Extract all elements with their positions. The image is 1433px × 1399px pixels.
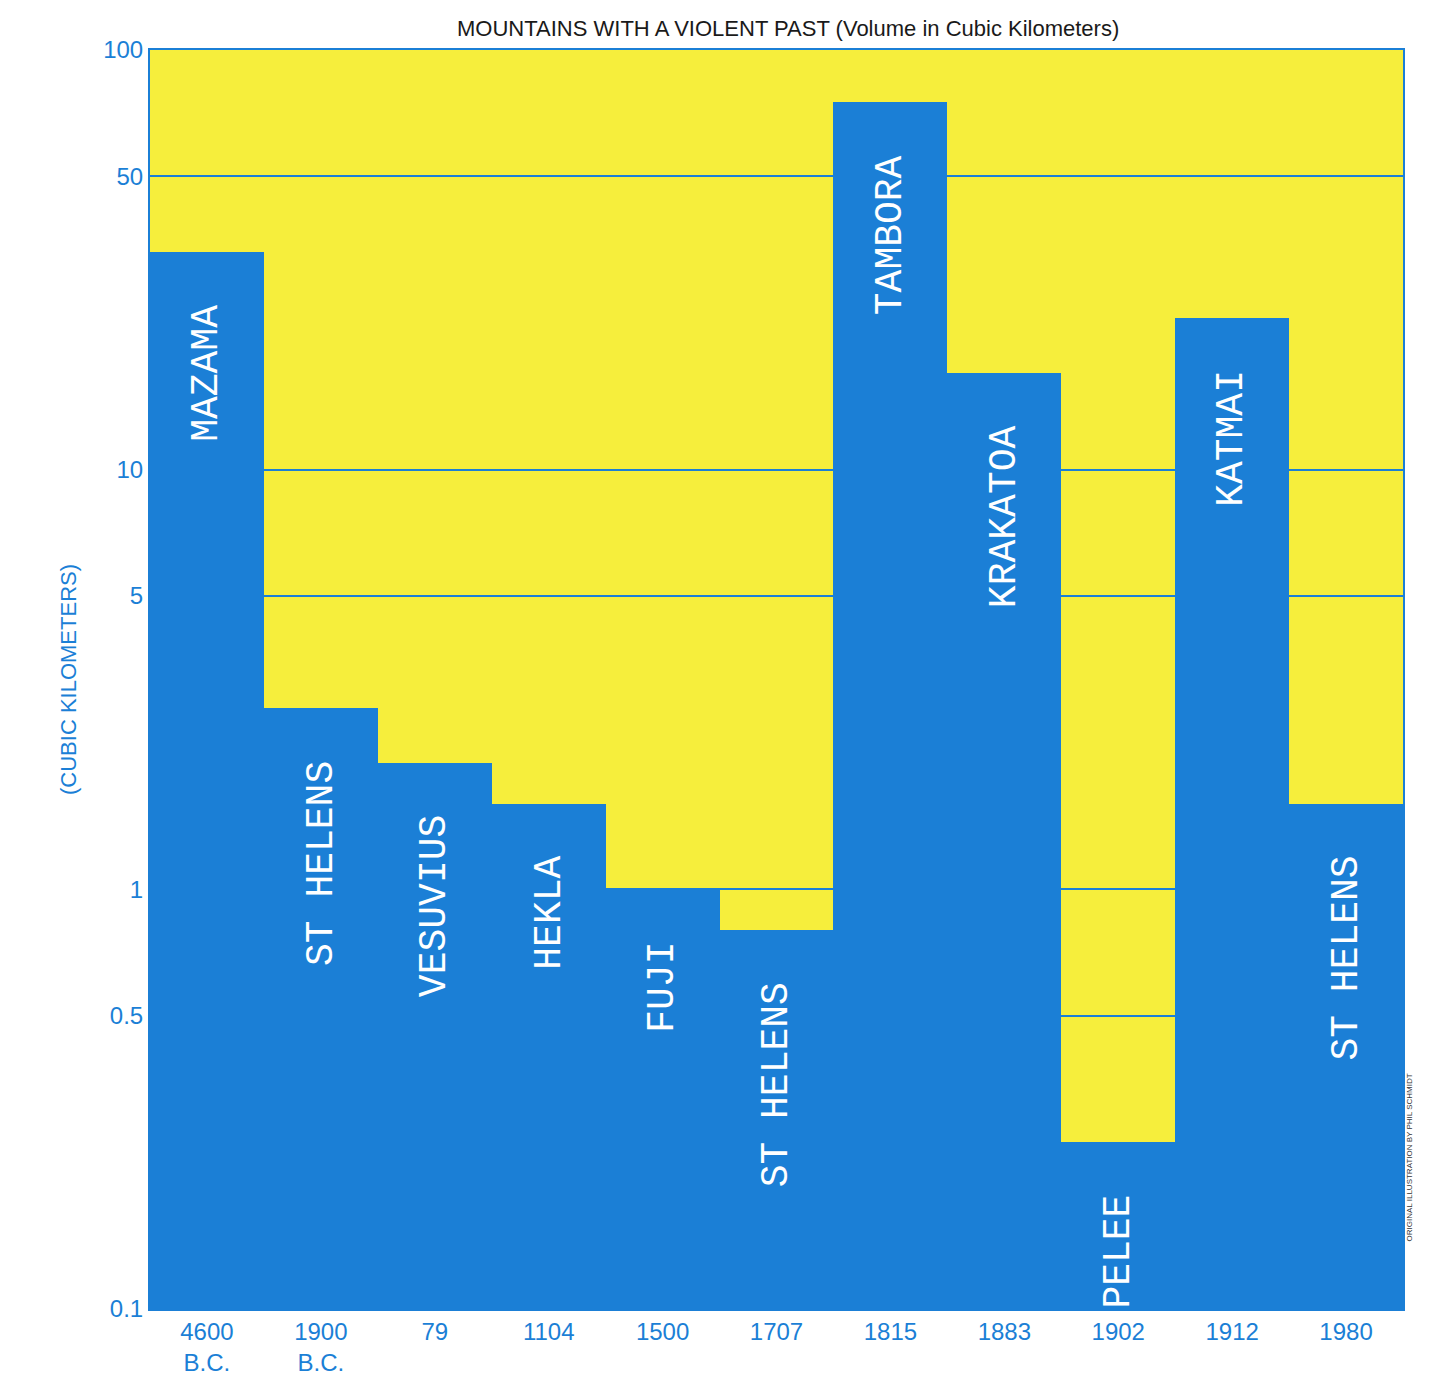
svg-text:100: 100	[103, 36, 143, 63]
svg-text:MAZAMA: MAZAMA	[185, 305, 228, 442]
svg-text:1815: 1815	[864, 1318, 917, 1345]
svg-text:KATMAI: KATMAI	[1210, 370, 1253, 507]
svg-text:0.1: 0.1	[110, 1295, 143, 1322]
svg-text:KRAKATOA: KRAKATOA	[983, 426, 1026, 609]
svg-text:1883: 1883	[978, 1318, 1031, 1345]
svg-text:1104: 1104	[523, 1318, 575, 1345]
svg-text:1707: 1707	[750, 1318, 803, 1345]
svg-text:1500: 1500	[636, 1318, 689, 1345]
svg-text:ST HELENS: ST HELENS	[300, 761, 343, 966]
svg-text:1902: 1902	[1092, 1318, 1145, 1345]
svg-text:1900B.C.: 1900B.C.	[294, 1318, 347, 1376]
svg-text:VESUVIUS: VESUVIUS	[413, 815, 456, 997]
svg-text:50: 50	[116, 163, 143, 190]
svg-text:(CUBIC KILOMETERS): (CUBIC KILOMETERS)	[56, 564, 81, 795]
svg-text:FUJI: FUJI	[641, 942, 684, 1033]
svg-text:79: 79	[421, 1318, 448, 1345]
svg-text:TAMBORA: TAMBORA	[869, 155, 912, 315]
svg-text:ORIGINAL ILLUSTRATION BY PHIL: ORIGINAL ILLUSTRATION BY PHIL SCHMIDT	[1405, 1073, 1414, 1241]
svg-text:1980: 1980	[1319, 1318, 1372, 1345]
svg-text:10: 10	[116, 456, 143, 483]
svg-text:0.5: 0.5	[110, 1002, 143, 1029]
svg-text:1912: 1912	[1205, 1318, 1258, 1345]
svg-text:HEKLA: HEKLA	[528, 855, 571, 969]
svg-text:ST HELENS: ST HELENS	[1325, 855, 1368, 1060]
svg-text:MOUNTAINS WITH A VIOLENT PAST: MOUNTAINS WITH A VIOLENT PAST (Volume in…	[457, 16, 1119, 41]
svg-text:5: 5	[130, 582, 143, 609]
svg-text:ST HELENS: ST HELENS	[755, 982, 798, 1187]
svg-text:1: 1	[130, 876, 143, 903]
svg-text:PELEE: PELEE	[1097, 1195, 1140, 1309]
svg-text:4600B.C.: 4600B.C.	[180, 1318, 233, 1376]
